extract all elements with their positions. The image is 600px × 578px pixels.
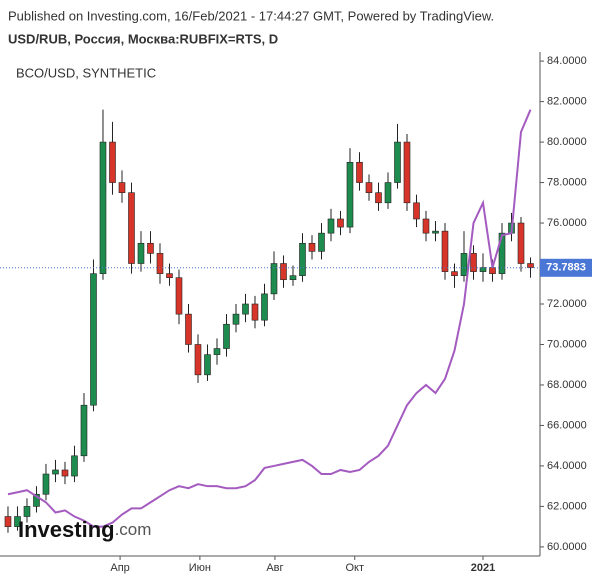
candle-body [403, 141, 411, 204]
candle-body [413, 202, 420, 220]
candle-body [156, 253, 164, 274]
candle-body [375, 192, 382, 204]
y-tick-label: 60.0000 [547, 541, 587, 553]
candle-body [223, 323, 230, 349]
y-tick-label: 82.0000 [547, 95, 587, 107]
x-tick-label: Июн [189, 562, 211, 574]
x-tick-label: Авг [266, 562, 283, 574]
candle-body [451, 271, 458, 276]
x-tick-label: 2021 [471, 562, 495, 574]
y-tick-label: 80.0000 [547, 136, 587, 148]
candle-body [299, 242, 306, 276]
candle-body [213, 348, 221, 355]
last-price-label: 73.7883 [546, 262, 586, 274]
candle-body [441, 230, 449, 272]
candle-body [175, 277, 183, 315]
candle-body [147, 242, 154, 254]
candle-body [137, 242, 145, 264]
candle-body [42, 473, 50, 495]
candle-body [128, 192, 135, 264]
candle-body [33, 493, 40, 507]
candle-body [432, 230, 439, 234]
candle-body [61, 469, 69, 477]
candle-body [489, 267, 496, 274]
chart-title: USD/RUB, Россия, Москва:RUBFIX=RTS, D [8, 31, 278, 46]
candle-body [166, 273, 173, 278]
x-tick-label: Апр [110, 562, 129, 574]
candle-body [204, 354, 211, 376]
candle-body [479, 267, 487, 272]
y-tick-label: 78.0000 [547, 176, 587, 188]
y-tick-label: 70.0000 [547, 338, 587, 350]
y-tick-label: 62.0000 [547, 500, 587, 512]
candle-body [346, 162, 354, 228]
y-tick-label: 84.0000 [547, 55, 587, 67]
logo: Investing.com [18, 517, 151, 542]
y-tick-label: 64.0000 [547, 460, 587, 472]
candle-body [422, 218, 430, 234]
candle-body [517, 222, 525, 264]
candle-body [527, 263, 534, 268]
candle-body [80, 404, 88, 457]
last-price-box [540, 258, 592, 277]
candle-body [460, 253, 468, 276]
candle-body [327, 218, 335, 234]
candle-body [109, 141, 116, 183]
candle-body [365, 182, 373, 193]
y-tick-label: 72.0000 [547, 298, 587, 310]
candle-body [270, 263, 278, 295]
candle-body [118, 182, 126, 193]
candle-body [289, 275, 297, 281]
logo-main: Investing [18, 517, 115, 542]
candle-body [384, 182, 392, 204]
candle-body [280, 263, 287, 281]
candle-body [194, 344, 202, 376]
y-tick-label: 66.0000 [547, 419, 587, 431]
plot [4, 109, 534, 533]
y-tick-label: 68.0000 [547, 379, 587, 391]
candle-body [498, 232, 506, 274]
candle-body [4, 516, 12, 527]
candle-body [71, 455, 78, 477]
candle-body [394, 141, 401, 183]
overlay-line [7, 109, 532, 528]
y-tick-label: 76.0000 [547, 217, 587, 229]
overlay-legend: BCO/USD, SYNTHETIC [16, 65, 156, 80]
candle-body [337, 218, 344, 228]
candle-body [308, 242, 316, 252]
candle-body [99, 141, 107, 274]
header: Published on Investing.com, 16/Feb/2021 … [8, 8, 494, 23]
candle-body [14, 516, 21, 527]
candle-body [470, 253, 477, 272]
candle-body [356, 162, 363, 183]
candle-body [23, 506, 31, 517]
candle-body [261, 293, 268, 321]
candle-body [251, 303, 259, 321]
candle-body [232, 313, 240, 325]
logo-suffix: .com [115, 520, 152, 539]
candle-body [242, 303, 249, 315]
candle-body [52, 469, 59, 475]
x-tick-label: Окт [345, 562, 364, 574]
candle-body [90, 273, 97, 406]
candle-body [318, 232, 325, 252]
candle-body [185, 313, 192, 345]
